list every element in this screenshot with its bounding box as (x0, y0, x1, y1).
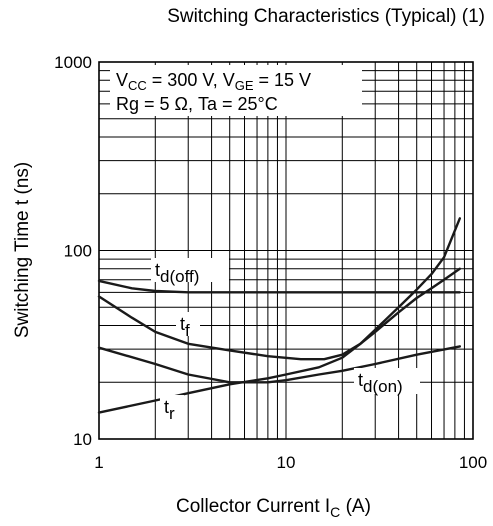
series-label-bg-tf (176, 312, 200, 336)
series-labels: td(off) tf td(on) tr (151, 258, 420, 423)
axis-labels: Collector Current IC (A) Switching Time t… (12, 162, 371, 520)
chart-title: Switching Characteristics (Typical) (1) (167, 6, 485, 27)
x-tick-label: 10 (277, 453, 296, 472)
conditions-line-1: VCC = 300 V, VGE = 15 V (116, 70, 311, 93)
series-label-bg-td(on) (354, 368, 420, 394)
conditions-background (110, 65, 362, 116)
plot-frame (98, 61, 474, 440)
series-label-td(off): td(off) (155, 260, 199, 286)
y-tick-label: 10 (73, 430, 92, 449)
x-tick-label: 1 (94, 453, 103, 472)
series-label-bg-td(off) (151, 258, 229, 282)
series-label-tf: tf (180, 314, 190, 340)
conditions-box: VCC = 300 V, VGE = 15 VRg = 5 Ω, Ta = 25… (110, 65, 362, 116)
series-line-tf (97, 217, 461, 361)
y-axis-label: Switching Time t (ns) (12, 162, 33, 338)
conditions-line-2: Rg = 5 Ω, Ta = 25°C (116, 94, 278, 114)
series-label-bg-tr (160, 395, 184, 421)
series-line-tr (97, 267, 461, 414)
x-tick-label: 100 (459, 453, 487, 472)
y-tick-label: 100 (64, 242, 92, 261)
y-tick-label: 1000 (54, 53, 92, 72)
plot-border (98, 61, 474, 440)
x-axis-label: Collector Current IC (A) (176, 496, 371, 520)
curves (97, 217, 461, 414)
series-label-tr: tr (164, 397, 175, 423)
series-label-td(on): td(on) (358, 370, 403, 396)
series-line-td(on) (97, 345, 461, 384)
series-line-td(off) (97, 279, 461, 294)
